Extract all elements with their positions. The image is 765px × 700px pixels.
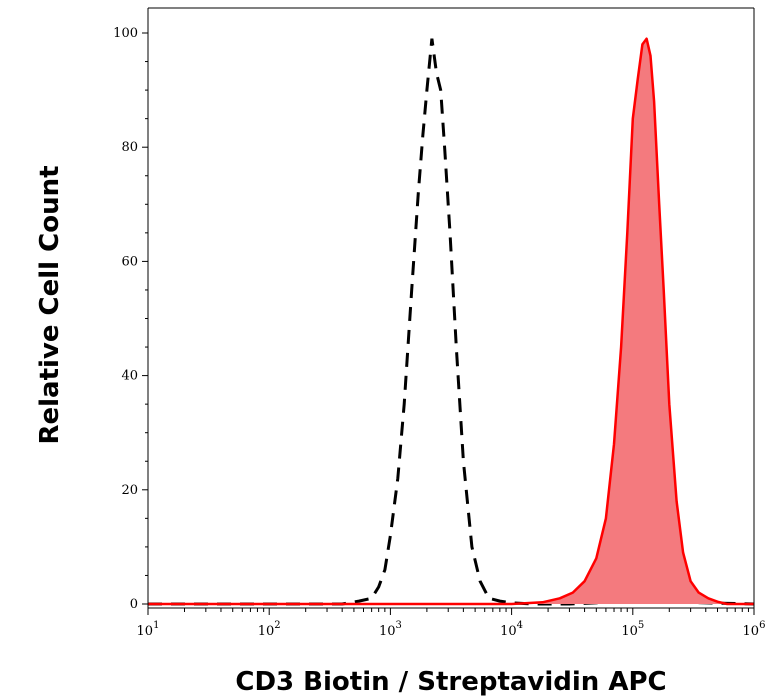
x-tick-label: 102 — [258, 620, 281, 639]
x-tick-label: 106 — [743, 620, 765, 639]
series-0-line — [148, 38, 755, 606]
plot-area — [148, 37, 755, 606]
y-tick-label: 40 — [121, 369, 138, 384]
y-tick-label: 80 — [121, 140, 138, 155]
x-axis-title: CD3 Biotin / Streptavidin APC — [235, 667, 666, 697]
series-1-line — [148, 37, 754, 606]
y-tick-label: 60 — [121, 254, 138, 269]
axes — [147, 7, 755, 609]
x-tick-label: 104 — [500, 620, 523, 639]
ticks: 0 20 40 60 80 100 101 102 103 104 105 106 — [113, 26, 765, 639]
x-tick-label: 103 — [379, 620, 402, 639]
y-tick-label: 100 — [113, 26, 138, 41]
series-1-fill — [148, 38, 754, 604]
y-axis-title: Relative Cell Count — [35, 165, 65, 444]
x-tick-label: 101 — [137, 620, 160, 639]
y-tick-label: 20 — [121, 483, 138, 498]
x-tick-label: 105 — [621, 620, 644, 639]
y-tick-label: 0 — [130, 597, 138, 612]
